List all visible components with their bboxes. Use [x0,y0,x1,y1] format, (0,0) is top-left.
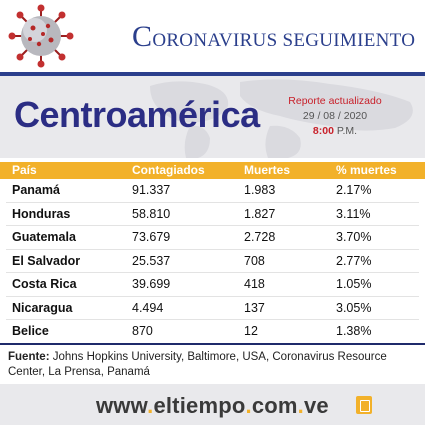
table-row: Costa Rica 39.699 418 1.05% [0,273,425,297]
cell-muertes: 2.728 [244,230,276,244]
url-part-ve: ve [303,393,329,418]
cell-muertes: 708 [244,253,265,268]
table-row: Nicaragua 4.494 137 3.05% [0,297,425,320]
cell-contagiados: 58.810 [132,206,171,221]
cell-contagiados: 4.494 [132,300,164,315]
row-divider [6,295,419,297]
header-title: CORONAVIRUS SEGUIMIENTO [132,20,415,54]
cell-pais: Belice [12,324,49,338]
header: CORONAVIRUS SEGUIMIENTO [0,0,425,72]
url-dot: . [297,393,304,418]
footer: www.eltiempo.com.ve [0,384,425,425]
report-date: 29 / 08 / 2020 [302,110,368,122]
cell-pct-muertes: 1.05% [336,277,372,291]
cell-pct-muertes: 3.05% [336,300,372,315]
source-note: Fuente: Johns Hopkins University, Baltim… [8,350,418,380]
cell-pct-muertes: 3.11% [336,206,371,221]
table-body: Panamá 91.337 1.983 2.17% Honduras 58.81… [0,179,425,344]
cell-muertes: 418 [244,277,265,291]
cell-muertes: 12 [244,324,258,338]
cell-pais: Costa Rica [12,277,77,291]
table-header: País Contagiados Muertes % muertes [0,162,425,179]
cell-pct-muertes: 2.17% [336,183,372,197]
row-divider [6,272,419,273]
cell-contagiados: 73.679 [132,230,171,244]
cell-pais: El Salvador [12,253,81,268]
url-part-com: com [251,393,298,418]
header-divider [0,72,425,76]
cell-pais: Nicaragua [12,300,73,315]
header-title-cap: C [132,20,153,53]
cell-pais: Honduras [12,206,71,221]
region-panel: Centroamérica Reporte actualizado 29 / 0… [0,76,425,158]
cell-contagiados: 870 [132,324,153,338]
eltiempo-logo-icon [356,396,372,414]
cell-contagiados: 25.537 [132,253,171,268]
report-label: Reporte actualizado [288,95,382,107]
header-muertes: Muertes [244,163,291,177]
cell-pais: Panamá [12,183,60,197]
url-dot: . [147,393,154,418]
row-divider [6,319,419,320]
header-pais: País [12,163,37,177]
cell-muertes: 1.983 [244,183,276,197]
world-map-background [150,79,413,158]
header-contagiados: Contagiados [132,163,205,177]
url-dot: . [245,393,252,418]
coronavirus-icon [8,4,74,68]
table-row: Panamá 91.337 1.983 2.17% [0,179,425,203]
region-title: Centroamérica [14,94,260,135]
row-divider [6,225,419,226]
url-part-www: www [96,393,148,418]
source-divider [0,343,425,345]
row-divider [6,201,419,203]
table-row: Guatemala 73.679 2.728 3.70% [0,226,425,250]
report-time: 8:00 [312,125,334,137]
site-url[interactable]: www.eltiempo.com.ve [96,393,329,419]
report-time-line: 8:00 P.M. [275,124,395,139]
header-pct-muertes: % muertes [336,163,397,177]
cell-pct-muertes: 3.70% [336,230,372,244]
cell-muertes: 1.827 [244,206,276,221]
source-text: Johns Hopkins University, Baltimore, USA… [8,351,387,378]
row-divider [6,248,419,250]
report-info: Reporte actualizado 29 / 08 / 2020 8:00 … [275,94,395,139]
table-row: Belice 870 12 1.38% [0,320,425,344]
cell-contagiados: 39.699 [132,277,171,291]
cell-muertes: 137 [244,300,265,315]
table-row: El Salvador 25.537 708 2.77% [0,250,425,273]
header-title-rest: ORONAVIRUS SEGUIMIENTO [152,30,416,51]
cell-pct-muertes: 1.38% [336,324,372,338]
cell-pct-muertes: 2.77% [336,253,372,268]
cell-contagiados: 91.337 [132,183,171,197]
table-row: Honduras 58.810 1.827 3.11% [0,203,425,226]
report-period: P.M. [336,125,358,137]
url-part-domain: eltiempo [153,393,246,418]
cell-pais: Guatemala [12,230,76,244]
source-label: Fuente: [8,351,50,363]
